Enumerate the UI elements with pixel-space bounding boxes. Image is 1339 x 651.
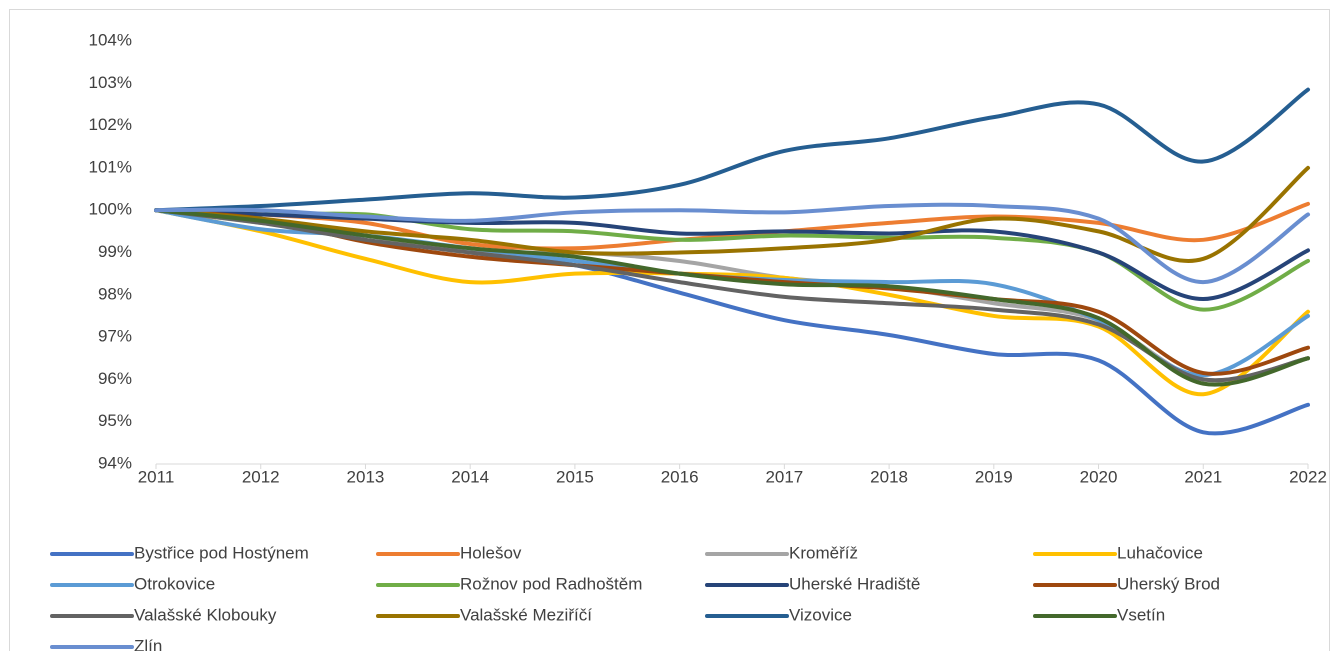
y-tick-label: 95% xyxy=(98,411,132,430)
y-tick-label: 99% xyxy=(98,242,132,261)
legend-label: Valašské Klobouky xyxy=(134,605,277,624)
x-tick-label: 2014 xyxy=(451,467,489,486)
series-line xyxy=(154,87,1310,213)
legend-label: Luhačovice xyxy=(1117,543,1203,562)
legend-label: Vizovice xyxy=(789,605,852,624)
x-tick-label: 2019 xyxy=(975,467,1013,486)
legend-label: Rožnov pod Radhoštěm xyxy=(460,574,642,593)
x-tick-label: 2013 xyxy=(347,467,385,486)
y-tick-label: 94% xyxy=(98,453,132,472)
legend-label: Uherský Brod xyxy=(1117,574,1220,593)
legend-label: Kroměříž xyxy=(789,543,858,562)
x-tick-label: 2021 xyxy=(1184,467,1222,486)
legend-label: Vsetín xyxy=(1117,605,1165,624)
x-tick-label: 2016 xyxy=(661,467,699,486)
x-tick-label: 2012 xyxy=(242,467,280,486)
x-tick-label: 2017 xyxy=(765,467,803,486)
y-tick-label: 102% xyxy=(89,115,132,134)
y-tick-label: 96% xyxy=(98,369,132,388)
series-line xyxy=(154,208,1310,302)
y-tick-label: 100% xyxy=(89,200,132,219)
x-tick-label: 2015 xyxy=(556,467,594,486)
x-tick-label: 2018 xyxy=(870,467,908,486)
legend-label: Bystřice pod Hostýnem xyxy=(134,543,309,562)
series-line xyxy=(154,202,1310,285)
x-tick-label: 2022 xyxy=(1289,467,1327,486)
legend-label: Otrokovice xyxy=(134,574,215,593)
legend-label: Uherské Hradiště xyxy=(789,574,920,593)
legend-label: Zlín xyxy=(134,636,162,651)
x-tick-label: 2011 xyxy=(138,467,175,486)
y-tick-label: 98% xyxy=(98,284,132,303)
x-tick-label: 2020 xyxy=(1080,467,1118,486)
series-line xyxy=(154,165,1310,263)
series-line xyxy=(154,208,1310,397)
legend-label: Valašské Meziříčí xyxy=(460,605,592,624)
y-tick-label: 104% xyxy=(89,30,132,49)
y-tick-label: 97% xyxy=(98,327,132,346)
series-line xyxy=(154,208,1310,387)
y-tick-label: 101% xyxy=(89,157,132,176)
series-line xyxy=(154,208,1310,383)
legend-label: Holešov xyxy=(460,543,522,562)
y-tick-label: 103% xyxy=(89,73,132,92)
